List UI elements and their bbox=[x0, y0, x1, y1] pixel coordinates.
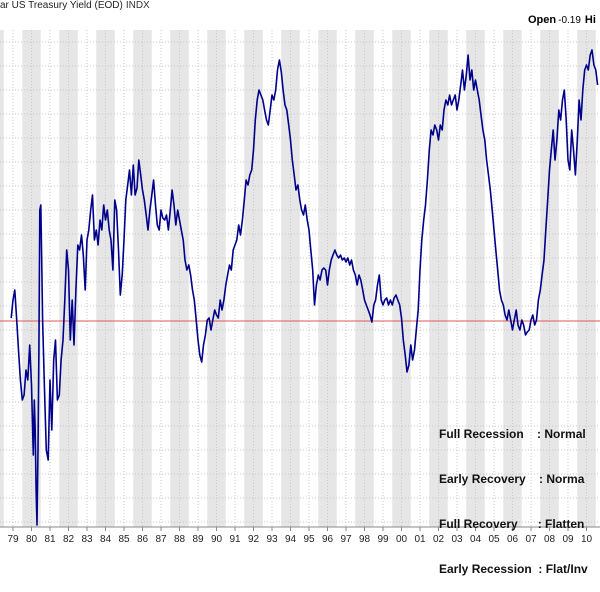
chart-title-text: ar US Treasury Yield (EOD) bbox=[0, 0, 123, 11]
yield-chart: 79 80 81 82 83 84 85 86 87 88 89 90 91 92 93 94 95 96 97 98… bbox=[0, 30, 600, 545]
x-tick-label-08: 08 bbox=[544, 534, 556, 545]
year-band bbox=[392, 30, 411, 527]
year-band bbox=[0, 30, 4, 527]
x-tick-label-90: 90 bbox=[211, 534, 223, 545]
year-band bbox=[170, 30, 189, 527]
ohlc-readout: Open -0.19 Hi bbox=[528, 14, 596, 26]
x-tick-label-06: 06 bbox=[507, 534, 519, 545]
x-tick-label-00: 00 bbox=[396, 534, 408, 545]
year-band bbox=[96, 30, 115, 527]
x-tick-label-98: 98 bbox=[359, 534, 371, 545]
cycle-legend: Full Recession : Normal Early Recovery :… bbox=[439, 397, 588, 592]
year-band bbox=[244, 30, 263, 527]
year-band bbox=[207, 30, 226, 527]
year-band bbox=[355, 30, 374, 527]
year-band bbox=[281, 30, 300, 527]
high-label: Hi bbox=[584, 14, 596, 26]
legend-line-early-recession: Early Recession : Flat/Inv bbox=[439, 562, 588, 576]
year-band bbox=[429, 30, 448, 527]
chart-title-tag: INDX bbox=[125, 0, 150, 11]
legend-line-early-recovery: Early Recovery : Norma bbox=[439, 472, 585, 486]
x-tick-label-94: 94 bbox=[285, 534, 297, 545]
open-label: Open bbox=[528, 14, 557, 26]
x-tick-label-81: 81 bbox=[44, 534, 56, 545]
x-tick-label-07: 07 bbox=[525, 534, 537, 545]
year-band bbox=[577, 30, 596, 527]
open-value: -0.19 bbox=[558, 15, 581, 26]
grid-lines bbox=[0, 30, 600, 527]
x-tick-label-96: 96 bbox=[322, 534, 334, 545]
series-line-yield bbox=[10, 49, 599, 526]
legend-line-full-recession: Full Recession : Normal bbox=[439, 427, 586, 441]
x-tick-label-80: 80 bbox=[26, 534, 38, 545]
x-tick-label-86: 86 bbox=[137, 534, 149, 545]
x-tick-label-84: 84 bbox=[100, 534, 112, 545]
x-tick-label-99: 99 bbox=[377, 534, 389, 545]
x-tick-label-01: 01 bbox=[414, 534, 426, 545]
x-axis-ticks: 79 80 81 82 83 84 85 86 87 88 89 90 91 92 93 94 95 96 97 98… bbox=[7, 527, 592, 545]
year-band bbox=[466, 30, 485, 527]
x-tick-label-09: 09 bbox=[562, 534, 574, 545]
x-tick-label-79: 79 bbox=[7, 534, 19, 545]
x-tick-label-83: 83 bbox=[81, 534, 93, 545]
chart-title: ar US Treasury Yield (EOD) INDX bbox=[0, 0, 150, 11]
x-tick-label-04: 04 bbox=[470, 534, 482, 545]
x-tick-label-03: 03 bbox=[451, 534, 463, 545]
x-tick-label-02: 02 bbox=[433, 534, 445, 545]
x-tick-label-05: 05 bbox=[488, 534, 500, 545]
legend-line-full-recovery: Full Recovery : Flatten bbox=[439, 517, 585, 531]
x-tick-label-88: 88 bbox=[174, 534, 186, 545]
x-tick-label-10: 10 bbox=[581, 534, 593, 545]
x-tick-label-92: 92 bbox=[248, 534, 260, 545]
x-tick-label-87: 87 bbox=[155, 534, 167, 545]
x-tick-label-91: 91 bbox=[229, 534, 241, 545]
x-tick-label-82: 82 bbox=[63, 534, 75, 545]
year-band bbox=[133, 30, 152, 527]
x-tick-label-97: 97 bbox=[340, 534, 352, 545]
x-tick-label-93: 93 bbox=[266, 534, 278, 545]
x-tick-label-85: 85 bbox=[118, 534, 130, 545]
x-tick-label-95: 95 bbox=[303, 534, 315, 545]
year-band bbox=[22, 30, 41, 527]
year-band bbox=[503, 30, 522, 527]
x-tick-label-89: 89 bbox=[192, 534, 204, 545]
